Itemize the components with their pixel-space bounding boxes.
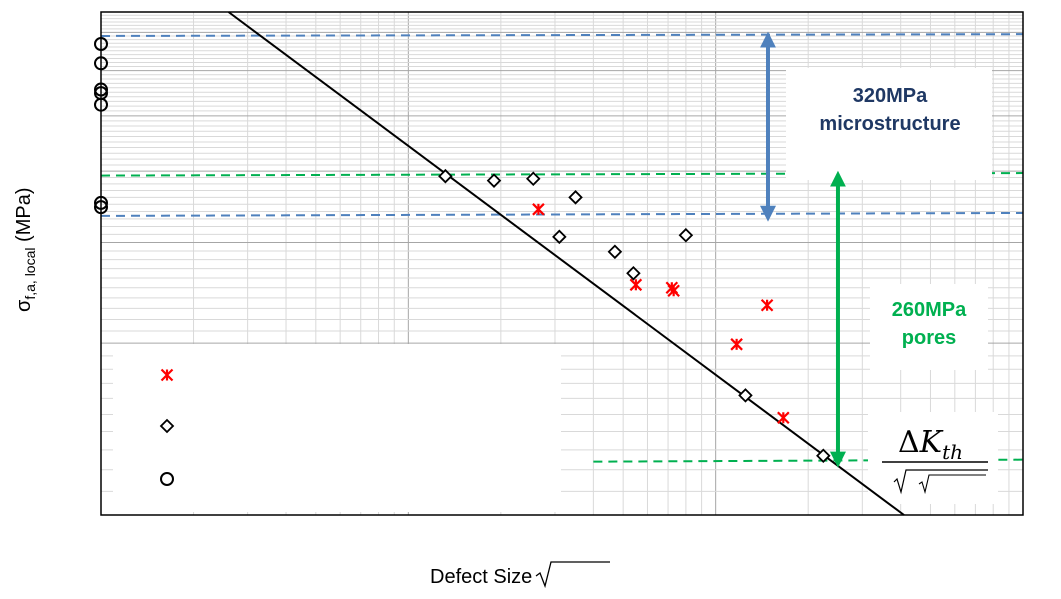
legend-marker-diamond (159, 418, 175, 434)
point-asterisk-0 (532, 203, 545, 216)
grid (100, 11, 1023, 516)
range-arrows (759, 31, 846, 468)
formula-background (868, 412, 998, 504)
annotations: 320MPa microstructure 260MPa pores (819, 85, 967, 349)
point-asterisk-1 (629, 278, 643, 292)
legend-marker-circle (160, 472, 174, 486)
data-points (94, 37, 831, 463)
annotation-bg-pores (870, 284, 988, 370)
point-diamond-1 (486, 173, 502, 188)
x-axis-sqrt-symbol (535, 561, 610, 589)
point-diamond-6 (626, 266, 641, 281)
point-diamond-3 (552, 229, 567, 245)
point-diamond-4 (568, 190, 583, 205)
range-annotation-1: 260MPa pores (892, 299, 967, 349)
legend (159, 368, 175, 486)
legend-marker-asterisk (160, 368, 174, 382)
reference-line-1 (100, 211, 1024, 217)
axis-labels: Defect Size σf,a, local (MPa) (13, 188, 610, 589)
range-annotation-0: 320MPa microstructure (819, 85, 960, 135)
x-axis-label: Defect Size (430, 566, 532, 588)
point-diamond-5 (607, 244, 623, 260)
plot-frame (100, 11, 1024, 516)
plot-border (100, 11, 1024, 516)
reference-line-3 (593, 458, 1024, 463)
point-diamond-7 (678, 227, 694, 243)
point-asterisk-5 (760, 298, 774, 312)
y-axis-label: σf,a, local (MPa) (13, 188, 38, 312)
legend-background (113, 344, 561, 512)
formula-numerator: ΔKth (898, 425, 963, 464)
fit-line (227, 11, 905, 516)
annotation-backgrounds (113, 68, 998, 512)
reference-line-0 (100, 33, 1024, 37)
point-asterisk-3 (667, 284, 680, 298)
point-diamond-0 (438, 168, 453, 184)
point-diamond-9 (816, 448, 831, 463)
formula-sqrt-inner (918, 474, 986, 495)
formula-sqrt-outer (893, 469, 988, 495)
annotation-bg-microstructure (786, 68, 992, 180)
formula: ΔKth (882, 425, 988, 495)
point-diamond-2 (526, 171, 541, 187)
point-diamond-8 (738, 388, 753, 403)
fit-line-group (227, 11, 905, 516)
point-asterisk-6 (777, 411, 790, 425)
point-asterisk-4 (730, 338, 743, 351)
